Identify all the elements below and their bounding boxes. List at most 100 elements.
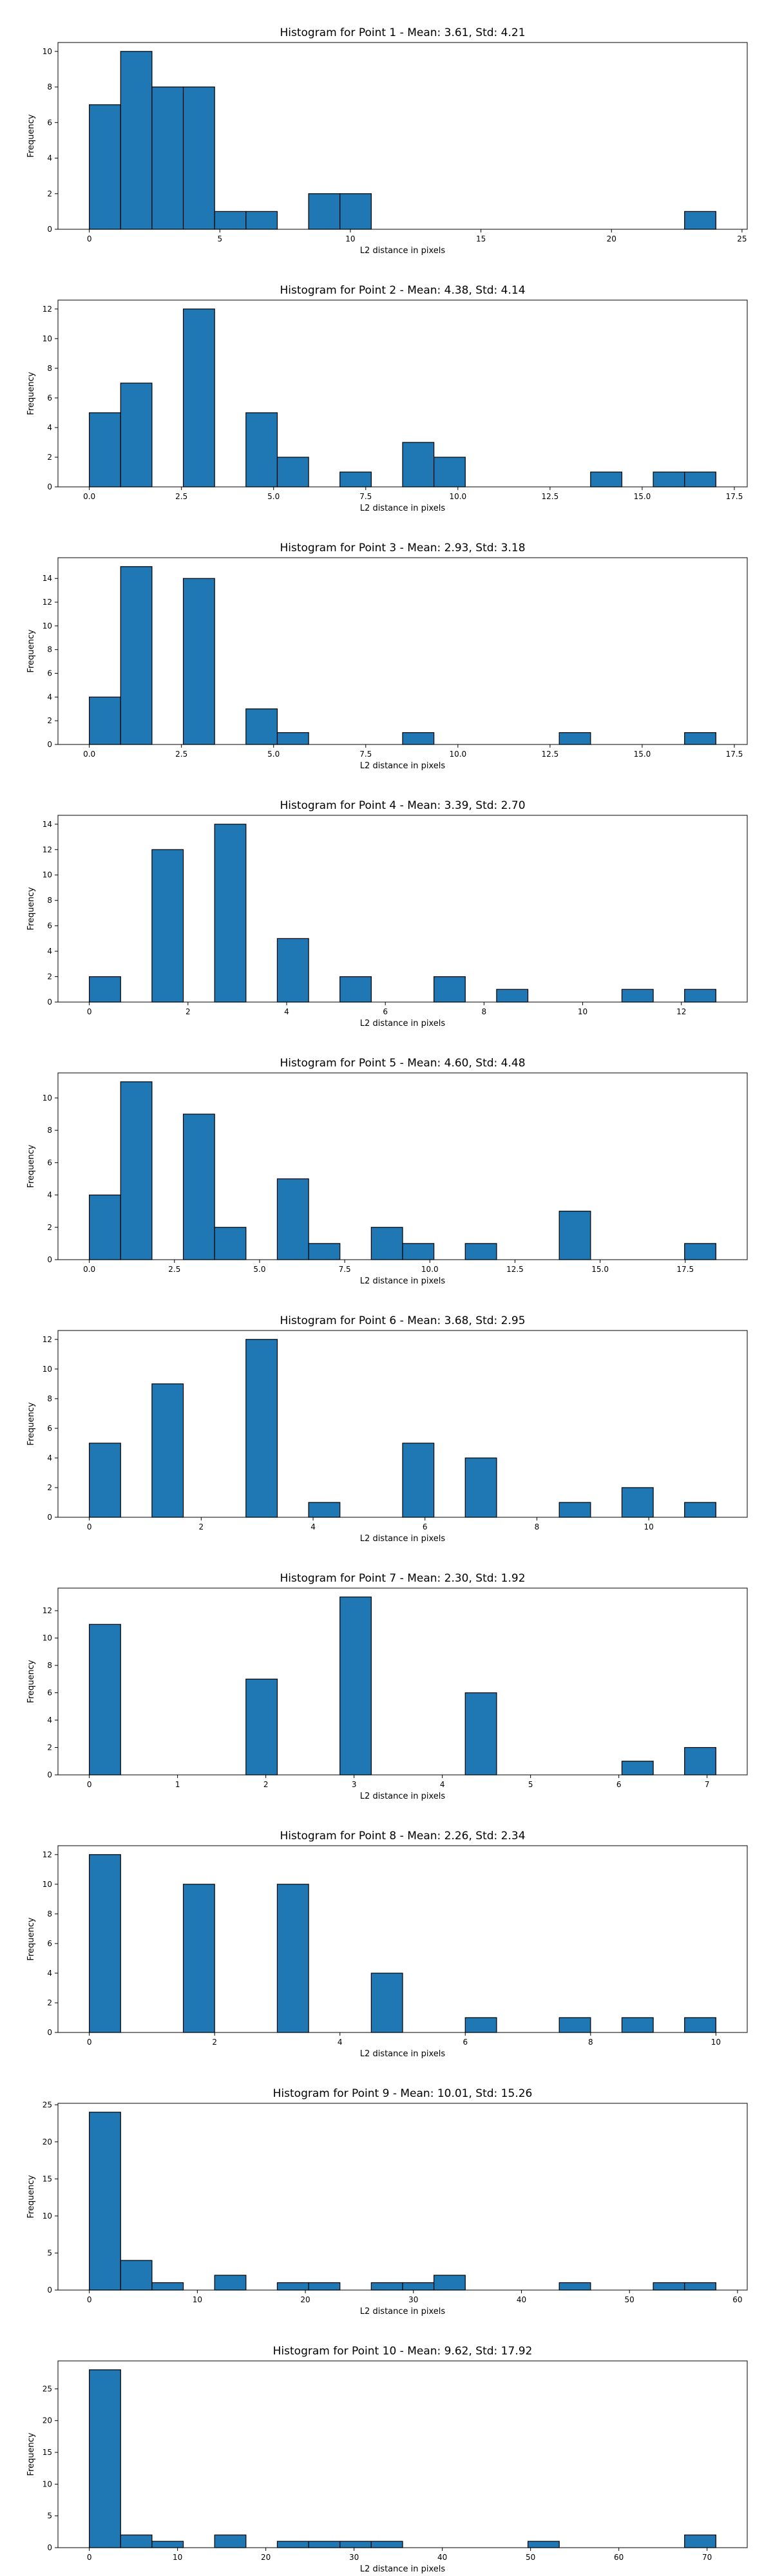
histogram-bar <box>182 1113 215 1260</box>
chart-title: Histogram for Point 1 - Mean: 3.61, Std:… <box>280 26 525 39</box>
histogram-bar <box>464 1457 497 1518</box>
y-tick-label: 0 <box>47 2286 52 2295</box>
y-tick-label: 20 <box>43 2416 52 2425</box>
histogram-bar <box>245 211 278 230</box>
histogram-bar <box>684 732 716 745</box>
histogram-bar <box>89 2369 121 2548</box>
histogram-bar <box>120 2260 153 2291</box>
y-tick-label: 8 <box>47 896 52 905</box>
histogram-bar <box>276 1178 309 1260</box>
histogram-bar <box>464 2017 497 2033</box>
histogram-bar <box>245 1678 278 1776</box>
plot-frame <box>57 1845 748 2033</box>
x-tick-label: 8 <box>482 1007 487 1016</box>
histogram-bar <box>151 86 184 230</box>
histogram-chart: Histogram for Point 2 - Mean: 4.38, Std:… <box>26 284 748 513</box>
histogram-chart: Histogram for Point 7 - Mean: 2.30, Std:… <box>26 1572 748 1801</box>
y-tick-label: 0 <box>47 2028 52 2037</box>
chart-title: Histogram for Point 10 - Mean: 9.62, Std… <box>273 2345 533 2358</box>
x-axis-label: L2 distance in pixels <box>360 1534 446 1544</box>
histogram-chart: Histogram for Point 9 - Mean: 10.01, Std… <box>26 2087 748 2316</box>
y-tick-label: 8 <box>47 1909 52 1918</box>
plot-frame <box>57 1072 748 1260</box>
x-tick-label: 50 <box>526 2553 535 2562</box>
x-tick-label: 10.0 <box>421 1265 439 1274</box>
x-tick-label: 10.0 <box>449 492 466 501</box>
histogram-chart: Histogram for Point 10 - Mean: 9.62, Std… <box>26 2345 748 2574</box>
histogram-bar <box>370 2541 403 2548</box>
x-tick-label: 40 <box>517 2295 526 2304</box>
histogram-bar <box>590 471 623 488</box>
y-tick-label: 12 <box>43 305 52 314</box>
y-tick-label: 6 <box>47 393 52 402</box>
histogram-bar <box>89 412 121 488</box>
histogram-bar <box>89 104 121 230</box>
y-tick-label: 10 <box>43 1365 52 1374</box>
y-tick-label: 2 <box>47 1483 52 1492</box>
x-tick-label: 7.5 <box>359 750 372 759</box>
histogram-bar <box>120 51 153 230</box>
histogram-bar <box>276 457 309 488</box>
x-tick-label: 10 <box>578 1007 587 1016</box>
histogram-bar <box>434 457 466 488</box>
y-tick-label: 10 <box>43 2211 52 2221</box>
histogram-bar <box>151 2541 184 2548</box>
histogram-bar <box>245 708 278 745</box>
x-tick-label: 3 <box>352 1780 357 1789</box>
histogram-bar <box>151 849 184 1003</box>
histogram-bar <box>276 938 309 1003</box>
y-tick-label: 10 <box>43 621 52 630</box>
y-tick-label: 0 <box>47 2543 52 2552</box>
histogram-bar <box>308 2541 341 2548</box>
y-tick-label: 2 <box>47 453 52 462</box>
histogram-bar <box>558 1211 591 1260</box>
y-tick-label: 0 <box>47 1255 52 1264</box>
y-tick-label: 10 <box>43 1094 52 1103</box>
x-axis-label: L2 distance in pixels <box>360 504 446 513</box>
histogram-bar <box>120 383 153 488</box>
x-tick-label: 12.5 <box>542 492 559 501</box>
histogram-bar <box>182 86 215 230</box>
x-tick-label: 0 <box>87 2038 92 2047</box>
y-tick-label: 5 <box>47 2248 52 2257</box>
y-tick-label: 10 <box>43 871 52 880</box>
x-tick-label: 17.5 <box>676 1265 694 1274</box>
histogram-bar <box>621 2017 654 2033</box>
x-tick-label: 20 <box>607 234 616 243</box>
x-axis-label: L2 distance in pixels <box>360 1019 446 1028</box>
x-axis-label: L2 distance in pixels <box>360 2049 446 2059</box>
x-tick-label: 0.0 <box>83 1265 95 1274</box>
x-tick-label: 2 <box>263 1780 269 1789</box>
x-tick-label: 2.5 <box>175 750 187 759</box>
x-tick-label: 7.5 <box>359 492 372 501</box>
chart-title: Histogram for Point 9 - Mean: 10.01, Std… <box>273 2087 533 2100</box>
histogram-bar <box>621 989 654 1003</box>
histogram-bar <box>276 732 309 745</box>
histogram-chart: Histogram for Point 8 - Mean: 2.26, Std:… <box>26 1830 748 2059</box>
x-tick-label: 0 <box>87 1007 92 1016</box>
x-tick-label: 2.5 <box>168 1265 180 1274</box>
y-tick-label: 25 <box>43 2384 52 2393</box>
histogram-bar <box>464 1243 497 1260</box>
y-tick-label: 2 <box>47 189 52 198</box>
y-tick-label: 12 <box>43 845 52 854</box>
y-tick-label: 10 <box>43 1634 52 1643</box>
histogram-bar <box>684 211 716 230</box>
y-axis-label: Frequency <box>26 1917 36 1960</box>
chart-title: Histogram for Point 8 - Mean: 2.26, Std:… <box>280 1830 525 1842</box>
x-tick-label: 60 <box>614 2553 624 2562</box>
y-tick-label: 12 <box>43 1335 52 1344</box>
y-tick-label: 6 <box>47 1424 52 1433</box>
histogram-bar <box>653 2282 685 2291</box>
histogram-bar <box>120 2534 153 2548</box>
y-tick-label: 0 <box>47 225 52 234</box>
histogram-bar <box>182 1884 215 2033</box>
histogram-bar <box>339 976 372 1003</box>
y-axis-label: Frequency <box>26 2175 36 2218</box>
histogram-bar <box>214 1227 247 1260</box>
y-tick-label: 6 <box>47 669 52 678</box>
histogram-bar <box>89 1624 121 1776</box>
y-tick-label: 20 <box>43 2137 52 2146</box>
histogram-bar <box>370 2282 403 2291</box>
